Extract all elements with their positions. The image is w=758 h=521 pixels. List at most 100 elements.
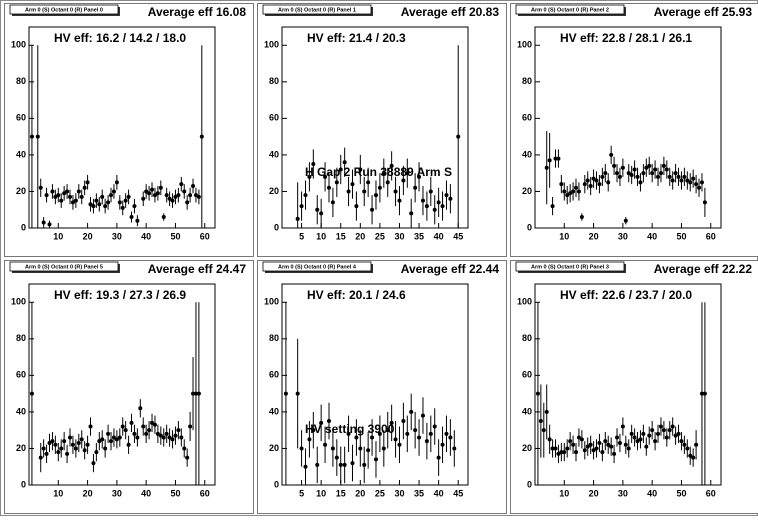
y-tick-label: 100 xyxy=(11,40,26,50)
marker xyxy=(583,182,587,186)
x-tick-label: 30 xyxy=(112,231,122,241)
marker xyxy=(394,189,398,193)
x-tick-label: 15 xyxy=(336,231,346,241)
marker xyxy=(647,164,651,168)
marker xyxy=(374,457,378,461)
average-eff: Average eff 20.83 xyxy=(401,5,500,19)
annotation: HV eff: 19.3 / 27.3 / 26.9 xyxy=(54,288,186,302)
annotation: HV eff: 22.8 / 28.1 / 26.1 xyxy=(560,31,692,45)
marker xyxy=(124,428,128,432)
marker xyxy=(176,193,180,197)
marker xyxy=(665,435,669,439)
marker xyxy=(68,435,72,439)
marker xyxy=(42,446,46,450)
x-tick-label: 45 xyxy=(453,488,463,498)
marker xyxy=(401,419,405,423)
marker xyxy=(147,191,151,195)
marker xyxy=(347,189,351,193)
x-tick-label: 20 xyxy=(355,231,365,241)
marker xyxy=(374,193,378,197)
x-tick-label: 35 xyxy=(414,231,424,241)
marker xyxy=(571,189,575,193)
marker xyxy=(441,204,445,208)
marker xyxy=(405,432,409,436)
marker xyxy=(409,410,413,414)
marker xyxy=(595,446,599,450)
x-tick-label: 35 xyxy=(414,488,424,498)
y-tick-label: 80 xyxy=(269,333,279,343)
marker xyxy=(448,197,452,201)
marker xyxy=(30,392,34,396)
panel-title: Arm 0 (S) Octant 0 (R) Panel 0 xyxy=(25,7,103,13)
average-eff: Average eff 16.08 xyxy=(148,5,247,19)
marker xyxy=(378,432,382,436)
panel-title: Arm 0 (S) Octant 0 (R) Panel 5 xyxy=(25,264,103,270)
marker xyxy=(303,193,307,197)
marker xyxy=(568,439,572,443)
x-tick-label: 10 xyxy=(559,231,569,241)
marker xyxy=(182,189,186,193)
marker xyxy=(621,166,625,170)
marker xyxy=(135,219,139,223)
panel-title: Arm 0 (S) Octant 0 (R) Panel 3 xyxy=(531,264,609,270)
y-tick-label: 80 xyxy=(16,333,26,343)
marker xyxy=(171,437,175,441)
x-tick-label: 60 xyxy=(706,231,716,241)
marker xyxy=(91,461,95,465)
marker xyxy=(94,199,98,203)
x-tick-label: 10 xyxy=(53,488,63,498)
marker xyxy=(165,432,169,436)
marker xyxy=(91,204,95,208)
marker xyxy=(118,435,122,439)
marker xyxy=(413,186,417,190)
x-tick-label: 40 xyxy=(647,488,657,498)
marker xyxy=(311,162,315,166)
marker xyxy=(691,177,695,181)
marker xyxy=(362,463,366,467)
marker xyxy=(68,195,72,199)
marker xyxy=(603,439,607,443)
marker xyxy=(335,456,339,460)
annotation: HV eff: 20.1 / 24.6 xyxy=(307,288,406,302)
marker xyxy=(39,186,43,190)
x-tick-label: 50 xyxy=(170,231,180,241)
y-tick-label: 20 xyxy=(522,186,532,196)
x-tick-label: 50 xyxy=(676,488,686,498)
y-tick-label: 20 xyxy=(16,186,26,196)
marker xyxy=(624,219,628,223)
marker xyxy=(615,171,619,175)
marker xyxy=(65,452,69,456)
marker xyxy=(630,173,634,177)
marker xyxy=(103,446,107,450)
marker xyxy=(300,446,304,450)
marker xyxy=(397,443,401,447)
marker xyxy=(378,186,382,190)
marker xyxy=(577,189,581,193)
marker xyxy=(586,178,590,182)
marker xyxy=(401,178,405,182)
x-tick-label: 20 xyxy=(589,488,599,498)
marker xyxy=(694,443,698,447)
marker xyxy=(127,195,131,199)
marker xyxy=(662,164,666,168)
marker xyxy=(130,421,134,425)
marker xyxy=(539,419,543,423)
marker xyxy=(200,135,204,139)
marker xyxy=(185,456,189,460)
marker xyxy=(45,452,49,456)
marker xyxy=(386,180,390,184)
marker xyxy=(609,445,613,449)
marker xyxy=(580,215,584,219)
marker xyxy=(358,446,362,450)
marker xyxy=(429,432,433,436)
marker xyxy=(323,443,327,447)
marker xyxy=(650,171,654,175)
marker xyxy=(109,193,113,197)
marker xyxy=(542,428,546,432)
marker xyxy=(89,425,93,429)
marker xyxy=(662,428,666,432)
marker xyxy=(682,175,686,179)
